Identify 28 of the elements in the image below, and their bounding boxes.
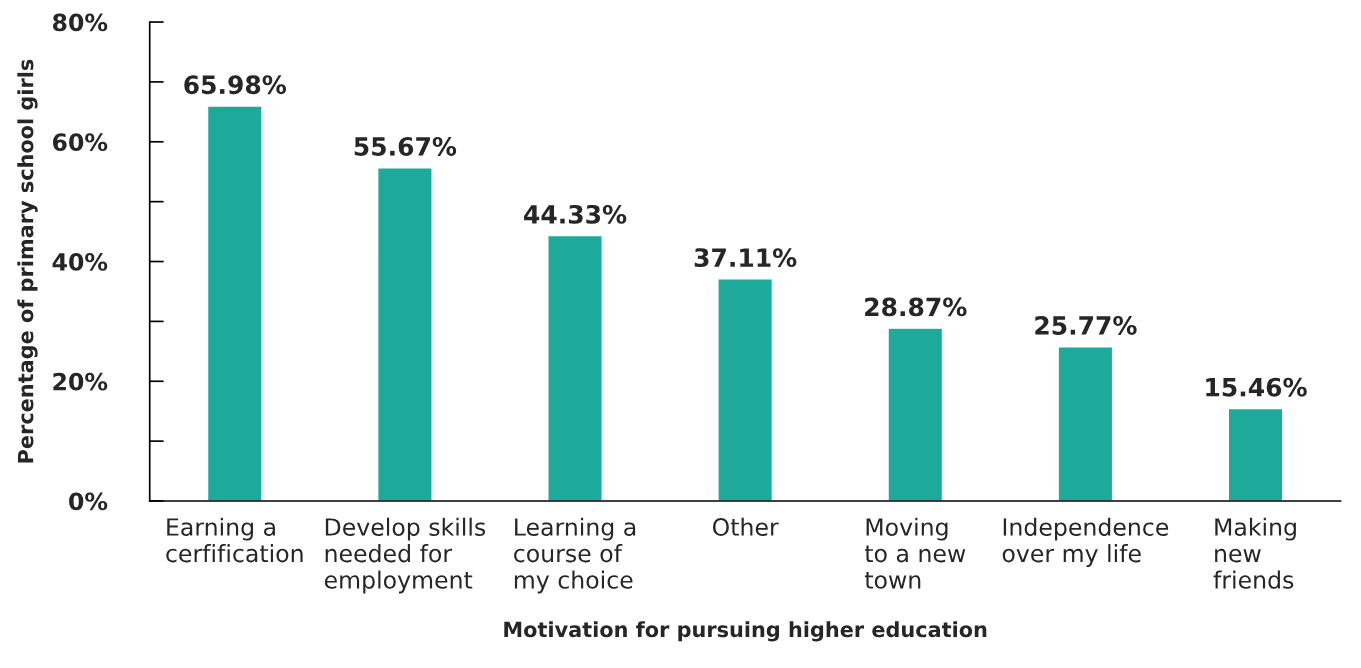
y-tick-label: 40%	[52, 252, 108, 271]
bar	[206, 105, 263, 501]
x-tick-label: Moving to a new town	[864, 517, 966, 589]
data-label: 65.98%	[184, 75, 287, 95]
x-tick-label: Learning a course of my choice	[514, 517, 636, 594]
bar	[547, 234, 603, 501]
y-tick-label: 0%	[69, 492, 108, 511]
y-tick-label: 80%	[52, 13, 108, 32]
y-axis-title: Percentage of primary school girls	[17, 59, 38, 463]
bar	[887, 327, 944, 501]
data-label: 28.87%	[865, 297, 967, 317]
x-tick-label: Earning a cerfification	[166, 517, 303, 563]
x-tick-label: Develop skills needed for employment	[324, 517, 486, 594]
bar	[1057, 346, 1114, 501]
bar	[717, 278, 774, 501]
y-tick-label: 60%	[52, 133, 108, 152]
x-tick-label: Making new friends	[1213, 517, 1296, 589]
x-tick-label: Independence over my life	[1002, 517, 1169, 567]
data-label: 15.46%	[1206, 377, 1307, 397]
x-axis-title: Motivation for pursuing higher education	[504, 621, 987, 642]
data-label: 25.77%	[1035, 316, 1137, 335]
data-label: 55.67%	[354, 137, 457, 156]
data-label: 37.11%	[694, 248, 797, 268]
x-tick-label: Other	[712, 517, 779, 536]
bar	[1227, 407, 1284, 501]
bar	[376, 167, 433, 501]
y-tick-label: 20%	[53, 372, 108, 391]
data-label: 44.33%	[524, 204, 627, 224]
